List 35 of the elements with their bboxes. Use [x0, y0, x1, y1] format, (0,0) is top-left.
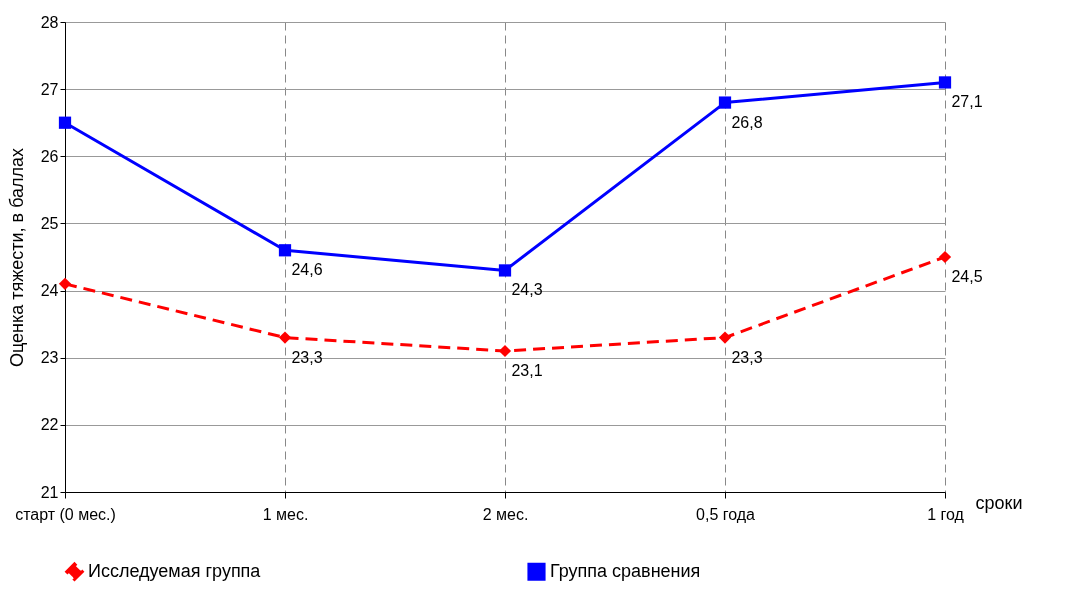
point [58, 116, 72, 129]
data-label: 23,1 [511, 362, 543, 379]
point [498, 264, 512, 277]
y-tick-label: 25 [40, 214, 59, 232]
y-axis-title: Оценка тяжести, в баллах [6, 147, 27, 368]
x-tick-label: 2 мес. [482, 505, 529, 523]
y-tick-label: 21 [40, 483, 59, 501]
legend-label: Группа сравнения [550, 560, 701, 581]
y-tick-label: 24 [40, 282, 59, 300]
data-label: 27,1 [951, 93, 983, 111]
point [718, 96, 732, 109]
point [278, 244, 292, 257]
y-tick-label: 26 [40, 147, 59, 165]
point [938, 250, 952, 264]
data-label: 24,3 [511, 281, 543, 299]
point [718, 331, 732, 344]
x-tick-label: старт (0 мес.) [15, 505, 116, 523]
y-tick-label: 22 [40, 416, 59, 434]
y-tick-label: 27 [40, 80, 59, 98]
x-axis-title: сроки [975, 492, 1023, 513]
legend-label: Исследуемая группа [88, 560, 262, 581]
point [278, 331, 292, 344]
data-label: 26,8 [731, 113, 763, 131]
data-label: 23,3 [291, 348, 323, 366]
point [498, 344, 512, 358]
x-tick-label: 1 год [927, 505, 965, 523]
data-label: 23,3 [731, 348, 763, 366]
y-tick-label: 23 [40, 349, 59, 367]
data-label: 24,6 [291, 261, 323, 279]
x-tick-label: 1 мес. [262, 505, 309, 523]
point [58, 277, 72, 290]
data-label: 24,5 [951, 268, 983, 285]
point [938, 76, 952, 89]
y-tick-label: 28 [40, 13, 59, 31]
x-tick-label: 0,5 года [696, 505, 756, 523]
